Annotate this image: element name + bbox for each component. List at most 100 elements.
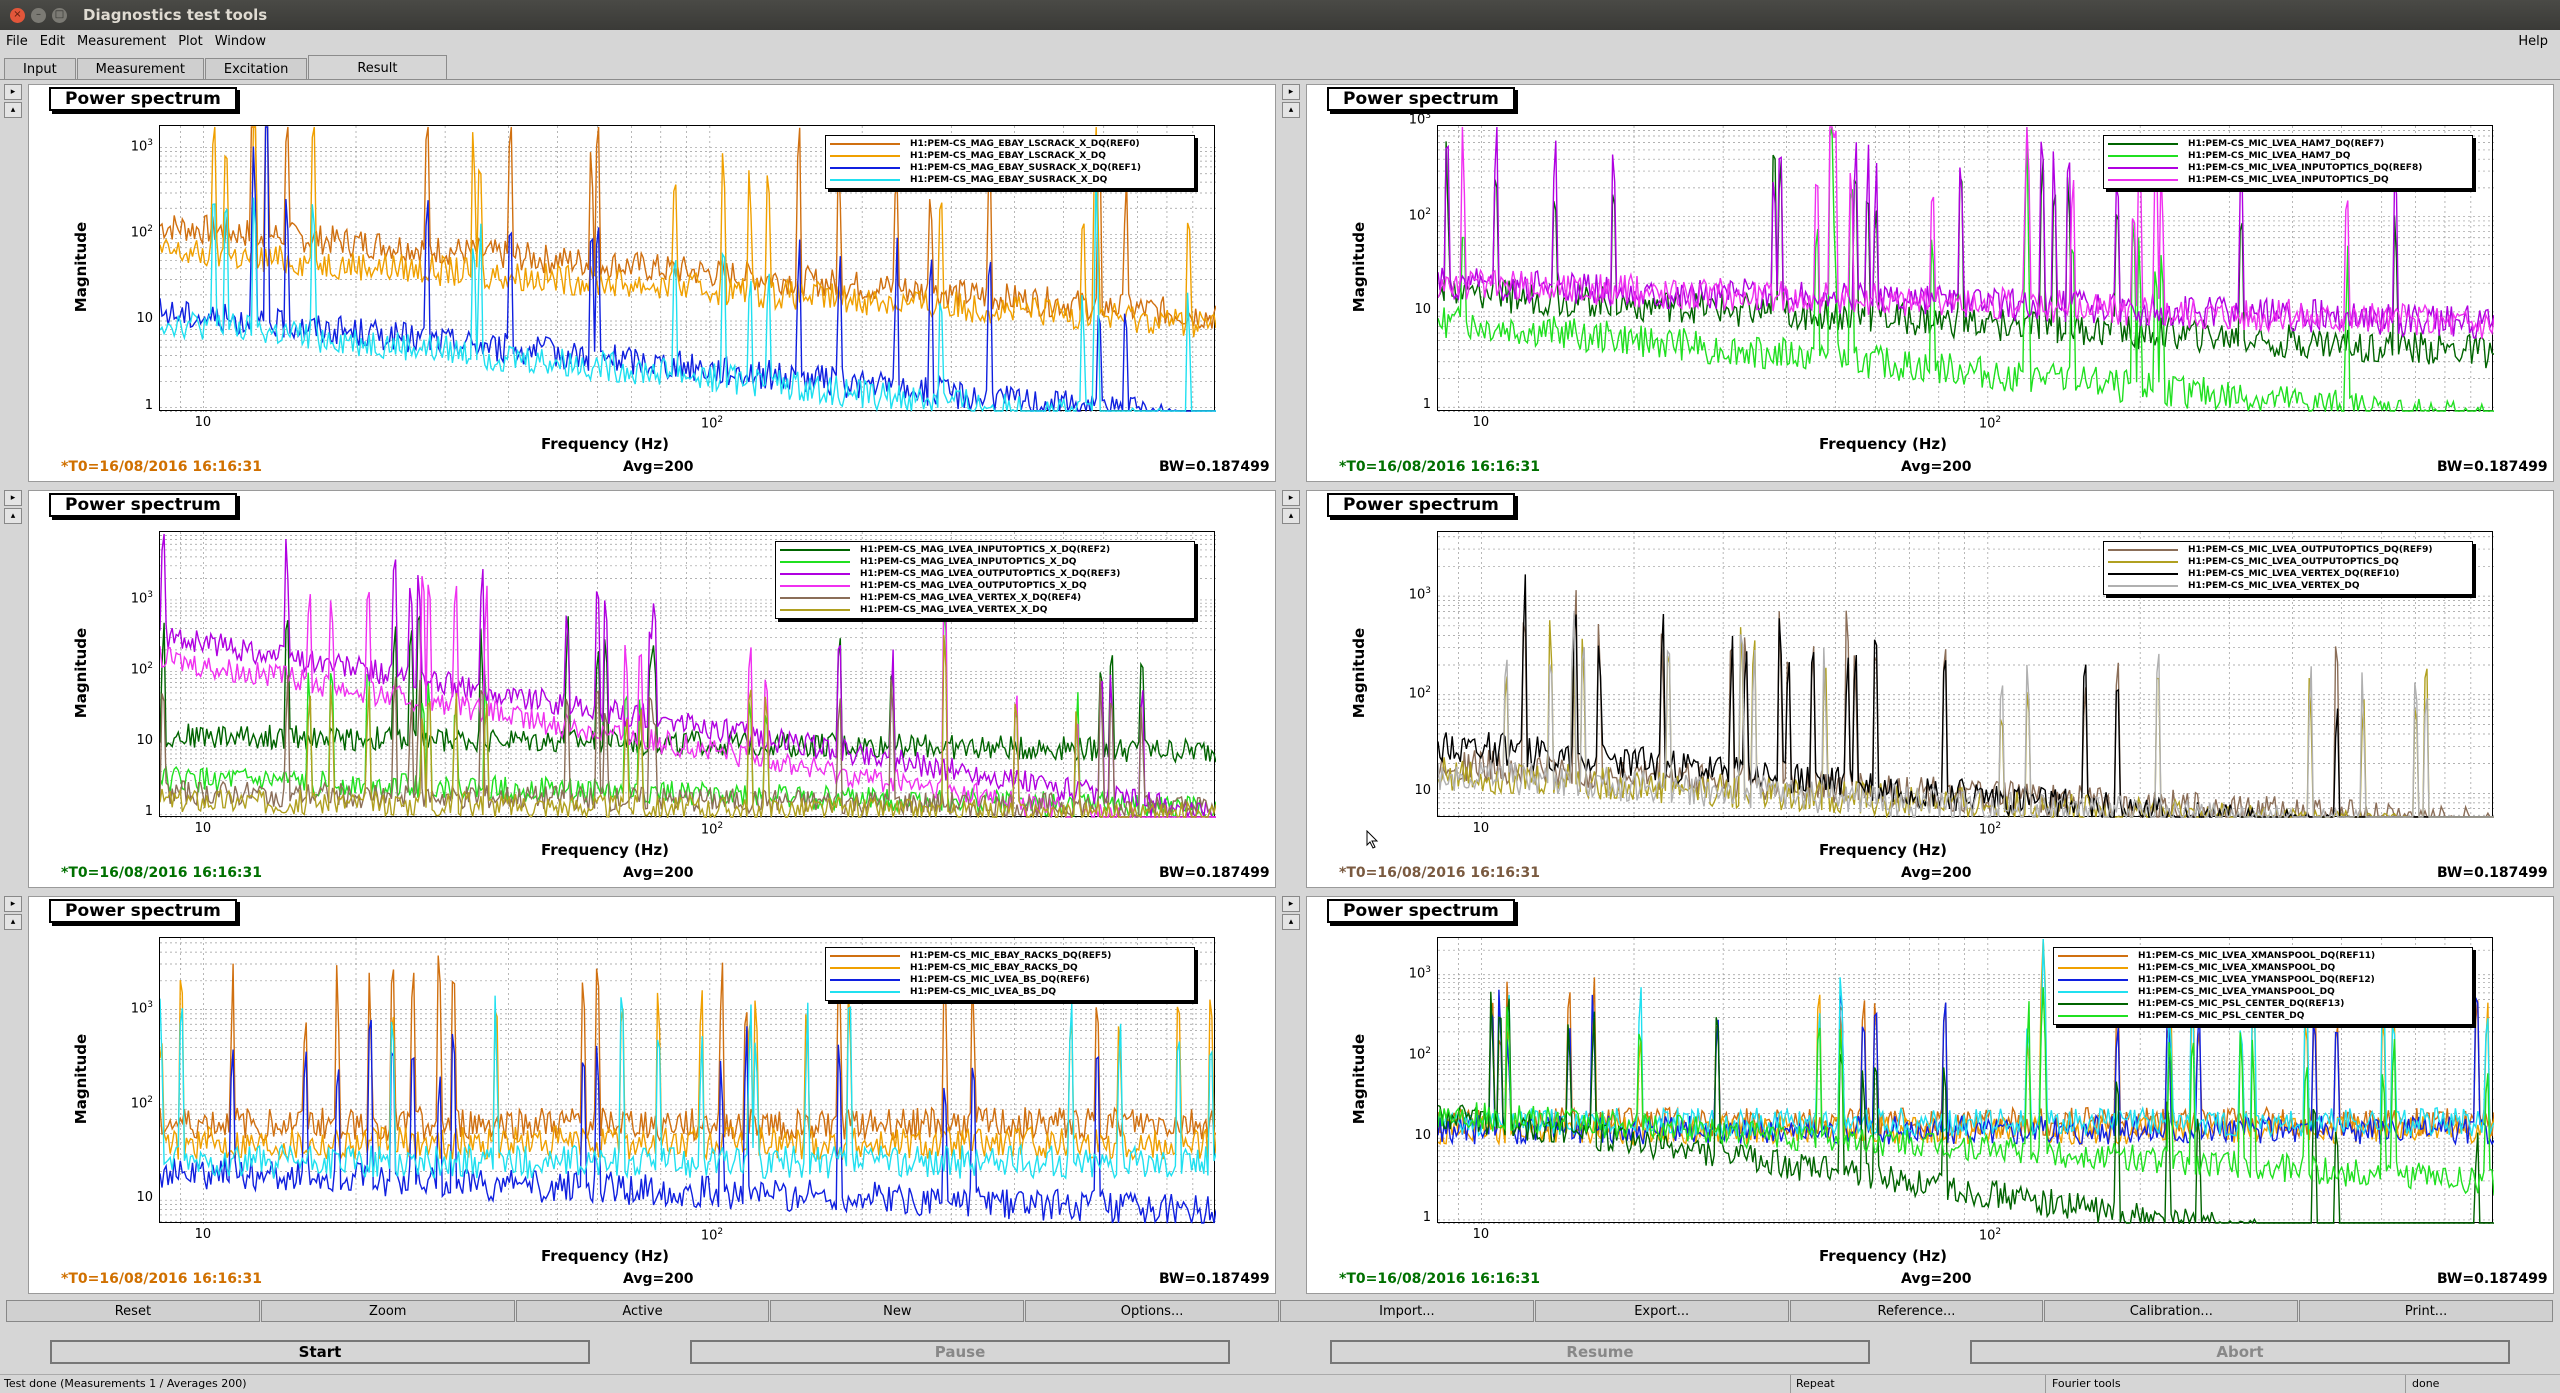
arrow-right-icon[interactable]: ▸ <box>4 490 22 506</box>
series-line <box>160 615 1216 764</box>
abort-button[interactable]: Abort <box>1970 1340 2510 1364</box>
y-axis-label: Magnitude <box>1350 627 1368 719</box>
start-button[interactable]: Start <box>50 1340 590 1364</box>
y-tick-label: 103 <box>1408 111 1431 128</box>
arrow-right-icon[interactable]: ▸ <box>1282 84 1300 100</box>
series-line <box>160 533 1216 818</box>
reference-button[interactable]: Reference... <box>1789 1300 2044 1322</box>
pad-frame[interactable]: Power spectrum Magnitude Frequency (Hz) 1 10… <box>28 84 1276 482</box>
tab-excitation[interactable]: Excitation <box>204 58 308 80</box>
status-bar: Test done (Measurements 1 / Averages 200… <box>0 1374 2560 1393</box>
averages-readout: Avg=200 <box>623 459 694 475</box>
zoom-button[interactable]: Zoom <box>260 1300 515 1322</box>
maximize-icon[interactable]: □ <box>52 7 67 23</box>
x-tick-label: 10 <box>194 1227 212 1242</box>
x-tick-label: 102 <box>700 415 724 432</box>
tab-measurement[interactable]: Measurement <box>76 58 204 80</box>
y-tick-label: 10 <box>1414 783 1431 799</box>
y-tick-label: 10 <box>136 732 153 748</box>
pad-frame[interactable]: Power spectrum Magnitude Frequency (Hz) 10 1… <box>1306 490 2554 888</box>
resume-button[interactable]: Resume <box>1330 1340 1870 1364</box>
y-tick-label: 1 <box>1422 1209 1431 1225</box>
legend-label: H1:PEM-CS_MIC_LVEA_VERTEX_DQ <box>2188 581 2360 591</box>
export-button[interactable]: Export... <box>1534 1300 1789 1322</box>
pad-frame[interactable]: Power spectrum Magnitude Frequency (Hz) 1 10… <box>1306 84 2554 482</box>
legend-label: H1:PEM-CS_MIC_LVEA_YMANSPOOL_DQ <box>2138 987 2335 997</box>
tab-result[interactable]: Result <box>308 55 447 80</box>
pad-frame[interactable]: Power spectrum Magnitude Frequency (Hz) 10 1… <box>28 896 1276 1294</box>
arrow-right-icon[interactable]: ▸ <box>1282 896 1300 912</box>
arrow-up-icon[interactable]: ▴ <box>1282 914 1300 930</box>
x-tick-label: 10 <box>1472 821 1490 836</box>
averages-readout: Avg=200 <box>1901 1271 1972 1287</box>
status-fourier: Fourier tools <box>2052 1377 2121 1390</box>
x-tick-label: 10 <box>194 415 212 430</box>
y-axis-label: Magnitude <box>72 1033 90 1125</box>
t0-timestamp: *T0=16/08/2016 16:16:31 <box>1339 865 1541 881</box>
mouse-cursor-icon <box>1366 830 1379 849</box>
options-button[interactable]: Options... <box>1025 1300 1279 1322</box>
t0-timestamp: *T0=16/08/2016 16:16:31 <box>61 459 263 475</box>
legend-label: H1:PEM-CS_MAG_EBAY_SUSRACK_X_DQ <box>910 175 1108 185</box>
bandwidth-readout: BW=0.187499 <box>2437 865 2548 881</box>
legend-entry: H1:PEM-CS_MIC_LVEA_YMANSPOOL_DQ <box>2058 986 2468 998</box>
menu-window[interactable]: Window <box>214 33 266 49</box>
menu-help[interactable]: Help <box>2518 33 2548 49</box>
arrow-right-icon[interactable]: ▸ <box>4 84 22 100</box>
plot-legend[interactable]: H1:PEM-CS_MIC_LVEA_OUTPUTOPTICS_DQ(REF9)… <box>2103 541 2473 595</box>
menu-file[interactable]: File <box>6 33 28 49</box>
series-line <box>160 1019 1216 1224</box>
panel-scroll-arrows: ▸ ▴ <box>4 84 26 120</box>
plot-legend[interactable]: H1:PEM-CS_MIC_LVEA_HAM7_DQ(REF7) H1:PEM-C… <box>2103 135 2473 189</box>
legend-label: H1:PEM-CS_MIC_LVEA_BS_DQ <box>910 987 1057 997</box>
close-icon[interactable]: × <box>10 7 25 23</box>
legend-swatch <box>2108 155 2178 157</box>
y-tick-label: 102 <box>130 1094 153 1112</box>
menu-plot[interactable]: Plot <box>178 33 203 49</box>
legend-label: H1:PEM-CS_MIC_EBAY_RACKS_DQ <box>910 963 1078 973</box>
legend-entry: H1:PEM-CS_MIC_LVEA_INPUTOPTICS_DQ(REF8) <box>2108 162 2468 174</box>
arrow-right-icon[interactable]: ▸ <box>4 896 22 912</box>
legend-entry: H1:PEM-CS_MIC_PSL_CENTER_DQ(REF13) <box>2058 998 2468 1010</box>
legend-swatch <box>830 167 900 169</box>
pad-frame[interactable]: Power spectrum Magnitude Frequency (Hz) 1 10… <box>28 490 1276 888</box>
tab-input[interactable]: Input <box>4 58 76 80</box>
pad-frame[interactable]: Power spectrum Magnitude Frequency (Hz) 1 10… <box>1306 896 2554 1294</box>
arrow-up-icon[interactable]: ▴ <box>4 508 22 524</box>
y-tick-label: 102 <box>1408 1046 1431 1063</box>
y-tick-label: 10 <box>136 1190 153 1206</box>
legend-label: H1:PEM-CS_MAG_LVEA_VERTEX_X_DQ <box>860 605 1048 615</box>
arrow-up-icon[interactable]: ▴ <box>4 102 22 118</box>
series-line <box>160 995 1216 1180</box>
minimize-icon[interactable]: – <box>31 7 46 23</box>
plot-legend[interactable]: H1:PEM-CS_MIC_LVEA_XMANSPOOL_DQ(REF11) H1… <box>2053 947 2473 1025</box>
new-button[interactable]: New <box>770 1300 1025 1322</box>
arrow-up-icon[interactable]: ▴ <box>1282 508 1300 524</box>
menu-measurement[interactable]: Measurement <box>76 33 167 49</box>
legend-entry: H1:PEM-CS_MIC_LVEA_XMANSPOOL_DQ(REF11) <box>2058 950 2468 962</box>
arrow-up-icon[interactable]: ▴ <box>1282 102 1300 118</box>
legend-swatch <box>830 967 900 969</box>
menu-edit[interactable]: Edit <box>39 33 65 49</box>
active-button[interactable]: Active <box>515 1300 770 1322</box>
plot-legend[interactable]: H1:PEM-CS_MAG_EBAY_LSCRACK_X_DQ(REF0) H1:… <box>825 135 1195 189</box>
legend-swatch <box>780 609 850 611</box>
legend-entry: H1:PEM-CS_MIC_LVEA_BS_DQ(REF6) <box>830 974 1190 986</box>
spectrum-svg <box>1438 532 2494 818</box>
x-axis-label: Frequency (Hz) <box>1819 435 1948 453</box>
pause-button[interactable]: Pause <box>690 1340 1230 1364</box>
plot-legend[interactable]: H1:PEM-CS_MAG_LVEA_INPUTOPTICS_X_DQ(REF2… <box>775 541 1195 619</box>
import-button[interactable]: Import... <box>1279 1300 1534 1322</box>
print-button[interactable]: Print... <box>2299 1300 2553 1322</box>
y-tick-label: 103 <box>1408 964 1431 982</box>
legend-entry: H1:PEM-CS_MIC_LVEA_VERTEX_DQ(REF10) <box>2108 568 2468 580</box>
plot-legend[interactable]: H1:PEM-CS_MIC_EBAY_RACKS_DQ(REF5) H1:PEM-… <box>825 947 1195 1001</box>
calibration-button[interactable]: Calibration... <box>2044 1300 2299 1322</box>
arrow-up-icon[interactable]: ▴ <box>4 914 22 930</box>
x-tick-label: 10 <box>194 821 212 836</box>
legend-label: H1:PEM-CS_MIC_LVEA_XMANSPOOL_DQ <box>2138 963 2336 973</box>
arrow-right-icon[interactable]: ▸ <box>1282 490 1300 506</box>
legend-label: H1:PEM-CS_MAG_EBAY_SUSRACK_X_DQ(REF1) <box>910 163 1142 173</box>
reset-button[interactable]: Reset <box>6 1300 260 1322</box>
legend-swatch <box>2108 179 2178 181</box>
